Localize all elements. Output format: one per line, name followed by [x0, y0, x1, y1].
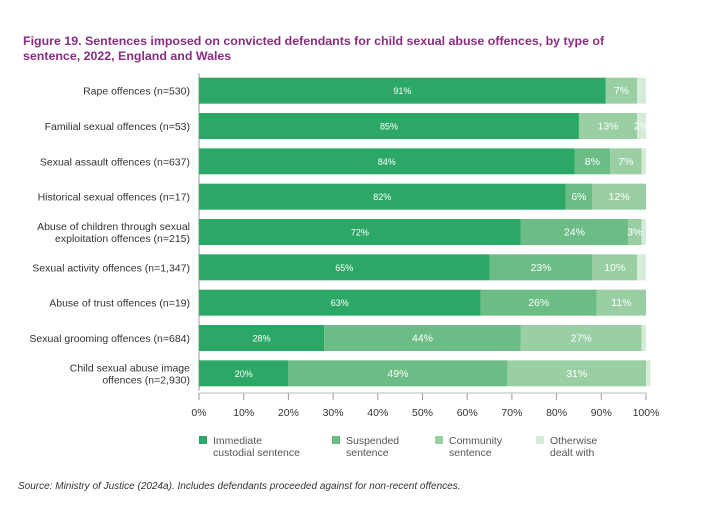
category-label: Sexual grooming offences (n=684)	[29, 333, 190, 345]
stacked-bar-chart: Rape offences (n=530) 91% 7% Familial sexua…	[29, 73, 660, 459]
legend-label: custodial sentence	[213, 447, 300, 459]
x-tick-label: 20%	[278, 407, 299, 419]
bar-segment-1	[199, 360, 289, 387]
data-label: 27%	[571, 333, 592, 345]
data-label: 3%	[627, 227, 642, 239]
data-label: 31%	[566, 368, 587, 380]
data-label: 2%	[634, 121, 649, 133]
data-label: 84%	[378, 157, 396, 167]
data-label: 12%	[609, 191, 630, 203]
bar-segment-2	[480, 289, 597, 316]
bar-segment-2	[288, 360, 508, 387]
data-label: 6%	[571, 191, 586, 203]
legend-label: sentence	[449, 447, 492, 459]
legend-label: Suspended	[346, 435, 399, 447]
category-label: Abuse of children through sexual	[37, 221, 190, 233]
legend-swatch	[199, 436, 207, 444]
bar-segment-2	[565, 183, 593, 210]
data-label: 65%	[335, 263, 353, 273]
bar-segment-1	[199, 325, 325, 351]
x-tick-label: 100%	[633, 407, 660, 419]
bar-segment-4	[641, 148, 646, 175]
category-label: Rape offences (n=530)	[83, 86, 190, 98]
data-label: 20%	[235, 369, 253, 379]
category-label: Familial sexual offences (n=53)	[45, 121, 190, 133]
data-label: 8%	[585, 156, 600, 168]
data-label: 13%	[597, 121, 618, 133]
category-label: Abuse of trust offences (n=19)	[49, 298, 190, 310]
x-tick-label: 90%	[591, 407, 612, 419]
x-tick-label: 30%	[323, 407, 344, 419]
chart-title: Figure 19. Sentences imposed on convicte…	[23, 34, 605, 63]
category-label: Sexual assault offences (n=637)	[40, 156, 190, 168]
legend-swatch	[536, 436, 544, 444]
data-label: 7%	[618, 156, 633, 168]
x-tick-label: 40%	[367, 407, 388, 419]
bar-segment-4	[637, 254, 646, 281]
legend-swatch	[332, 436, 340, 444]
category-label: Child sexual abuse image	[70, 362, 190, 374]
x-tick-label: 60%	[457, 407, 478, 419]
bar-segment-1	[199, 219, 521, 245]
bar-segment-3	[596, 289, 646, 316]
data-label: 7%	[614, 85, 629, 97]
bar-segment-3	[628, 219, 642, 245]
bar-segment-3	[578, 113, 638, 139]
category-label: exploitation offences (n=215)	[55, 233, 190, 245]
legend-swatch	[435, 436, 443, 444]
x-tick-label: 80%	[546, 407, 567, 419]
bar-segment-3	[507, 360, 646, 387]
data-label: 23%	[530, 262, 551, 274]
bar-segment-3	[592, 183, 646, 210]
bar-segment-3	[520, 325, 642, 351]
data-label: 24%	[564, 227, 585, 239]
bar-segment-1	[199, 183, 566, 210]
data-label: 28%	[253, 334, 271, 344]
bar-segment-4	[646, 360, 651, 387]
bar-segment-1	[199, 289, 481, 316]
legend-label: dealt with	[550, 447, 595, 459]
bar-segment-4	[637, 77, 646, 104]
x-tick-label: 10%	[233, 407, 254, 419]
legend-label: Community	[449, 435, 503, 447]
bar-segment-3	[592, 254, 638, 281]
bar-segment-4	[641, 219, 646, 245]
data-label: 72%	[351, 228, 369, 238]
bar-segment-3	[605, 77, 638, 104]
data-label: 91%	[393, 86, 411, 96]
data-label: 11%	[611, 297, 631, 309]
data-label: 44%	[412, 333, 433, 345]
legend-label: Immediate	[213, 435, 262, 447]
bar-segment-1	[199, 113, 579, 139]
bar-segment-4	[641, 325, 646, 351]
source-note: Source: Ministry of Justice (2024a). Inc…	[18, 481, 461, 492]
category-label: offences (n=2,930)	[102, 374, 190, 386]
x-tick-label: 0%	[191, 407, 206, 419]
legend-label: sentence	[346, 447, 389, 459]
bar-segment-2	[574, 148, 611, 175]
bar-segment-2	[520, 219, 629, 245]
bar-segment-1	[199, 148, 575, 175]
bar-segment-1	[199, 254, 490, 281]
data-label: 82%	[373, 192, 391, 202]
category-label: Historical sexual offences (n=17)	[38, 192, 190, 204]
bar-segment-2	[324, 325, 521, 351]
bar-segment-4	[637, 113, 646, 139]
data-label: 49%	[387, 368, 408, 380]
bar-segment-2	[489, 254, 593, 281]
data-label: 85%	[380, 122, 398, 132]
data-label: 10%	[604, 262, 625, 274]
bar-segment-1	[199, 77, 606, 104]
x-tick-label: 50%	[412, 407, 433, 419]
x-tick-label: 70%	[501, 407, 522, 419]
category-label: Sexual activity offences (n=1,347)	[32, 262, 190, 274]
data-label: 63%	[331, 298, 349, 308]
data-label: 26%	[528, 297, 549, 309]
legend-label: Otherwise	[550, 435, 597, 447]
bar-segment-3	[610, 148, 642, 175]
